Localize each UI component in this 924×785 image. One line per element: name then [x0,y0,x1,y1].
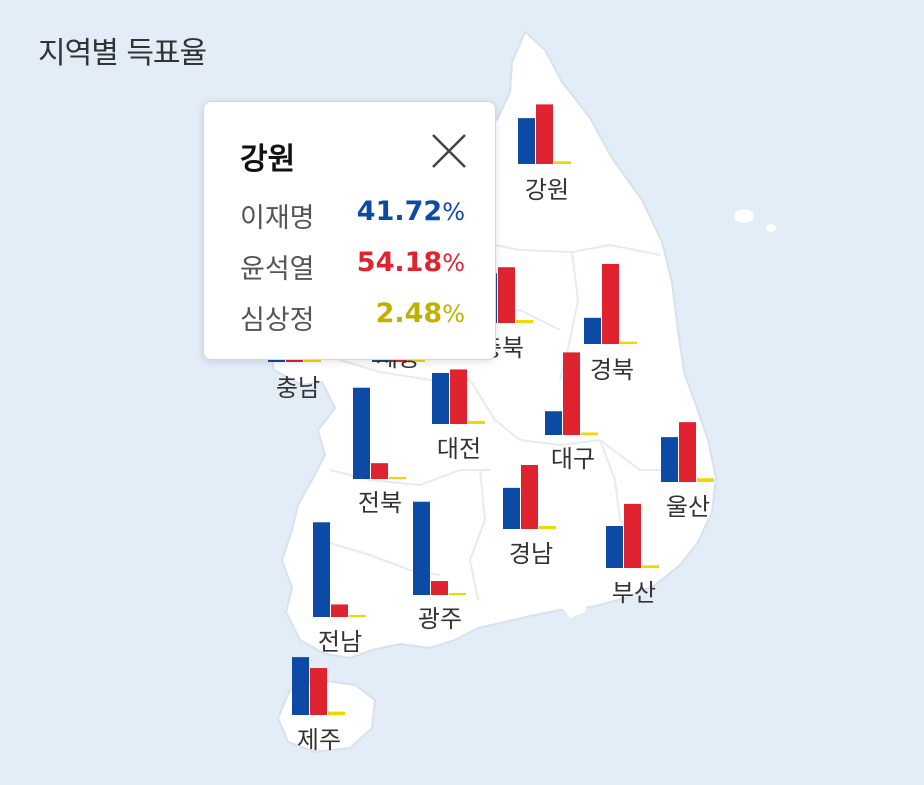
province-boundaries [319,239,680,601]
bar-group-제주[interactable] [292,657,345,715]
dokdo-island [766,224,776,232]
candidate-name: 이재명 [240,203,315,234]
bar-대구-심상정[interactable] [581,432,598,435]
bar-group-전북[interactable] [353,387,406,479]
bar-전북-심상정[interactable] [389,477,406,479]
candidate-percentage: 2.48% [375,298,465,329]
bar-group-광주[interactable] [413,501,466,595]
tooltip-row-lee: 이재명 41.72% [240,196,465,236]
region-label-경남[interactable]: 경남 [509,540,553,568]
bar-group-대전[interactable] [432,369,485,424]
bar-세종-심상정[interactable] [408,358,425,362]
bar-충북-심상정[interactable] [516,320,533,323]
bar-강원-이재명[interactable] [518,118,535,164]
bar-광주-이재명[interactable] [413,501,430,595]
bar-group-경북[interactable] [584,263,637,344]
region-label-전북[interactable]: 전북 [358,489,402,517]
ulleungdo-island [734,209,754,223]
bar-제주-심상정[interactable] [328,711,345,715]
bar-전남-윤석열[interactable] [331,604,348,617]
region-label-부산[interactable]: 부산 [612,579,656,607]
bar-울산-심상정[interactable] [697,478,714,482]
bar-부산-윤석열[interactable] [624,503,641,568]
bar-충남-심상정[interactable] [304,359,321,362]
bar-경북-이재명[interactable] [584,317,601,344]
bar-전남-이재명[interactable] [313,522,330,617]
bar-강원-윤석열[interactable] [536,104,553,164]
bar-부산-이재명[interactable] [606,525,623,568]
bar-대전-윤석열[interactable] [450,369,467,424]
bar-충북-윤석열[interactable] [498,267,515,323]
bar-경북-윤석열[interactable] [602,263,619,344]
bar-제주-윤석열[interactable] [310,668,327,715]
bar-대전-이재명[interactable] [432,372,449,424]
bar-group-울산[interactable] [661,422,714,482]
bar-group-경남[interactable] [503,464,556,529]
bar-울산-윤석열[interactable] [679,422,696,482]
bar-전북-이재명[interactable] [353,387,370,479]
namhae-island [476,590,505,616]
bar-경남-윤석열[interactable] [521,464,538,529]
bar-대구-이재명[interactable] [545,411,562,435]
region-label-강원[interactable]: 강원 [525,176,569,204]
close-icon[interactable] [430,132,468,170]
candidate-percentage: 54.18% [356,247,465,278]
bar-부산-심상정[interactable] [642,565,659,568]
bar-경남-심상정[interactable] [539,526,556,529]
bar-group-대구[interactable] [545,352,598,435]
tooltip-title: 강원 [240,142,296,177]
bar-강원-심상정[interactable] [554,161,571,164]
candidate-name: 윤석열 [240,254,315,285]
bar-경북-심상정[interactable] [620,341,637,344]
tooltip-row-sim: 심상정 2.48% [240,298,465,338]
geoje-island [560,575,590,618]
bar-제주-이재명[interactable] [292,657,309,715]
region-label-광주[interactable]: 광주 [418,605,462,633]
region-tooltip: 강원 이재명 41.72% 윤석열 54.18% 심상정 2.48% [203,101,496,360]
bar-전북-윤석열[interactable] [371,463,388,479]
bar-대전-심상정[interactable] [468,420,485,424]
region-label-전남[interactable]: 전남 [318,628,362,656]
tooltip-row-yoon: 윤석열 54.18% [240,247,465,287]
bar-group-전남[interactable] [313,522,366,617]
bar-광주-윤석열[interactable] [431,581,448,595]
bar-전남-심상정[interactable] [349,615,366,617]
candidate-percentage: 41.72% [356,196,465,227]
region-label-경북[interactable]: 경북 [590,356,634,384]
bar-광주-심상정[interactable] [449,593,466,595]
candidate-name: 심상정 [240,305,315,336]
page-title: 지역별 득표율 [38,36,207,71]
region-label-충남[interactable]: 충남 [276,374,320,402]
bar-group-강원[interactable] [518,104,571,164]
bar-울산-이재명[interactable] [661,437,678,482]
region-label-제주[interactable]: 제주 [297,726,341,754]
region-label-울산[interactable]: 울산 [666,493,710,521]
bar-대구-윤석열[interactable] [563,352,580,435]
region-label-대구[interactable]: 대구 [551,445,595,473]
bar-경남-이재명[interactable] [503,487,520,529]
bar-group-부산[interactable] [606,503,659,568]
region-label-대전[interactable]: 대전 [437,435,481,463]
